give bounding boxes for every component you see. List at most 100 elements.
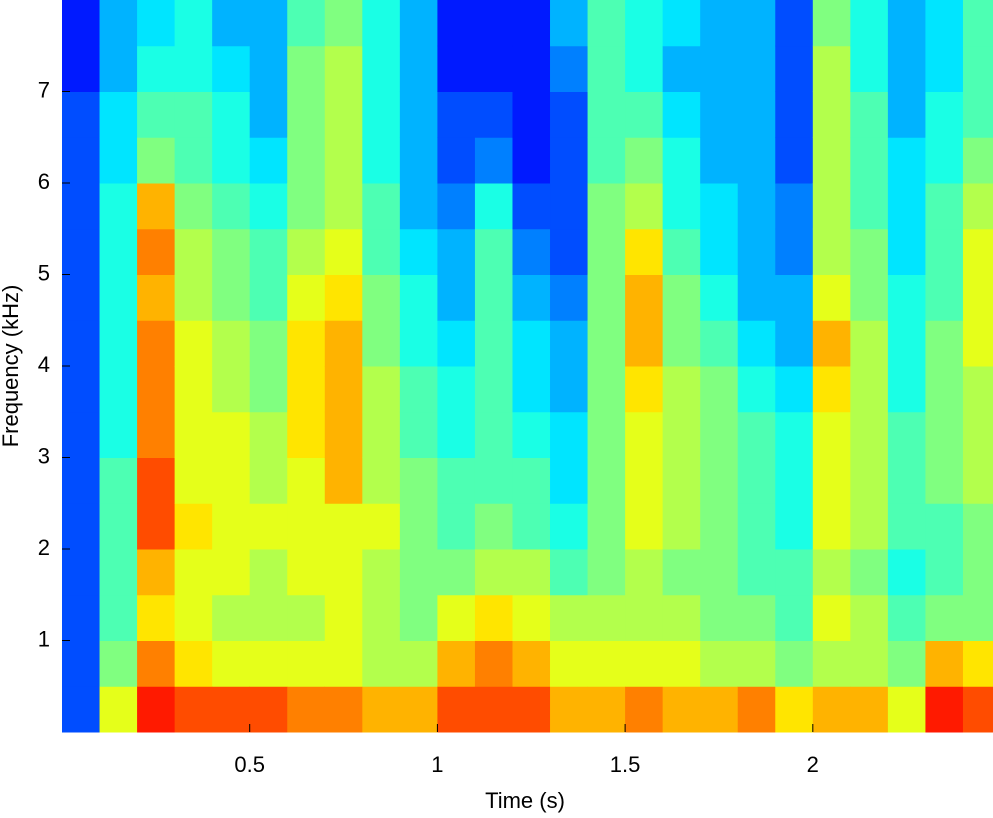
cell: [887, 640, 926, 687]
cell: [437, 45, 476, 92]
cell: [925, 411, 964, 458]
cell: [174, 45, 213, 92]
cell: [399, 411, 438, 458]
cell: [737, 594, 776, 641]
cell: [587, 274, 626, 321]
cell: [174, 274, 213, 321]
cell: [700, 503, 739, 550]
cell: [249, 137, 288, 184]
cell: [287, 457, 326, 504]
cell: [174, 366, 213, 413]
cell: [625, 0, 664, 47]
cell: [887, 0, 926, 47]
cell: [437, 640, 476, 687]
cell: [662, 137, 701, 184]
cell: [99, 549, 138, 596]
cell: [587, 183, 626, 230]
cell: [587, 45, 626, 92]
cell: [287, 320, 326, 367]
cell: [812, 594, 851, 641]
cell: [700, 594, 739, 641]
cell: [812, 320, 851, 367]
cell: [362, 503, 401, 550]
cell: [775, 183, 814, 230]
cell: [99, 640, 138, 687]
cell: [587, 320, 626, 367]
cell: [737, 137, 776, 184]
cell: [362, 320, 401, 367]
cell: [212, 320, 251, 367]
cell: [437, 183, 476, 230]
cell: [324, 274, 363, 321]
cell: [212, 228, 251, 275]
cell: [287, 549, 326, 596]
cell: [249, 366, 288, 413]
y-tick-label: 5: [38, 260, 50, 285]
cell: [662, 0, 701, 47]
cell: [62, 640, 101, 687]
cell: [812, 137, 851, 184]
cell: [99, 503, 138, 550]
cell: [212, 549, 251, 596]
cell: [99, 45, 138, 92]
cell: [662, 183, 701, 230]
cell: [437, 274, 476, 321]
cell: [62, 594, 101, 641]
cell: [587, 686, 626, 733]
cell: [474, 228, 513, 275]
cell: [737, 320, 776, 367]
cell: [324, 503, 363, 550]
cell: [925, 274, 964, 321]
cell: [700, 183, 739, 230]
cell: [474, 45, 513, 92]
cell: [249, 640, 288, 687]
cell: [324, 45, 363, 92]
cell: [437, 366, 476, 413]
cell: [775, 91, 814, 138]
cell: [925, 320, 964, 367]
cell: [474, 640, 513, 687]
cell: [550, 320, 589, 367]
cell: [174, 411, 213, 458]
cell: [662, 91, 701, 138]
y-tick-label: 3: [38, 443, 50, 468]
cell: [550, 91, 589, 138]
cell: [775, 640, 814, 687]
cell: [287, 45, 326, 92]
cell: [362, 366, 401, 413]
cell: [474, 137, 513, 184]
cell: [850, 0, 889, 47]
cell: [62, 91, 101, 138]
cell: [625, 640, 664, 687]
cell: [850, 457, 889, 504]
cell: [625, 274, 664, 321]
cell: [137, 45, 176, 92]
cell: [625, 411, 664, 458]
cell: [737, 503, 776, 550]
cell: [249, 594, 288, 641]
cell: [399, 0, 438, 47]
cell: [324, 457, 363, 504]
cell: [887, 274, 926, 321]
cell: [737, 640, 776, 687]
cell: [99, 411, 138, 458]
cell: [212, 45, 251, 92]
cell: [812, 457, 851, 504]
cell: [174, 91, 213, 138]
cell: [62, 228, 101, 275]
cell: [587, 503, 626, 550]
cell: [925, 137, 964, 184]
cell: [324, 320, 363, 367]
cell: [174, 594, 213, 641]
cell: [587, 228, 626, 275]
cell: [962, 686, 993, 733]
cell: [625, 137, 664, 184]
cell: [137, 0, 176, 47]
cell: [212, 366, 251, 413]
cell: [399, 183, 438, 230]
cell: [662, 228, 701, 275]
cell: [550, 0, 589, 47]
cell: [737, 457, 776, 504]
cell: [625, 228, 664, 275]
